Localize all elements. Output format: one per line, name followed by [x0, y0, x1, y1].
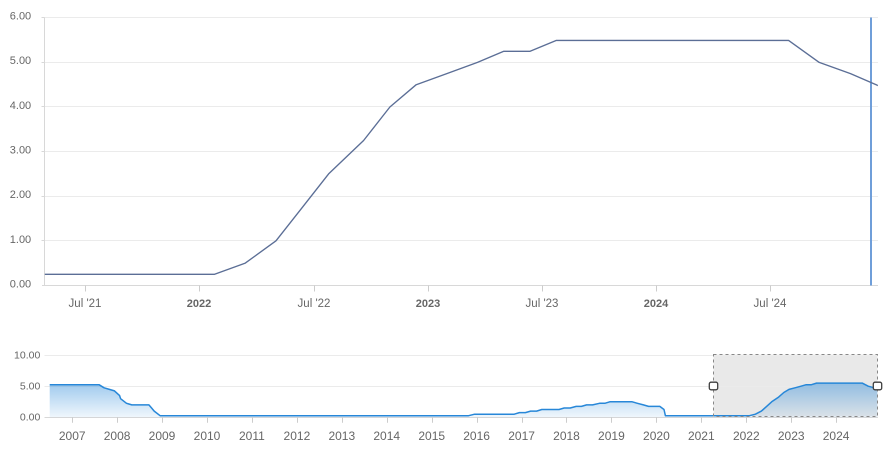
svg-text:5.00: 5.00 [20, 380, 41, 392]
svg-text:2017: 2017 [508, 429, 535, 443]
svg-text:0.00: 0.00 [10, 279, 31, 291]
svg-text:3.00: 3.00 [10, 145, 31, 157]
svg-text:4.00: 4.00 [10, 100, 31, 112]
svg-text:2021: 2021 [688, 429, 715, 443]
svg-text:5.00: 5.00 [10, 55, 31, 67]
svg-text:10.00: 10.00 [14, 349, 40, 361]
svg-text:2020: 2020 [643, 429, 670, 443]
svg-text:0.00: 0.00 [20, 412, 41, 424]
svg-text:2015: 2015 [418, 429, 445, 443]
svg-text:2023: 2023 [416, 298, 440, 310]
svg-text:2023: 2023 [778, 429, 805, 443]
svg-text:2016: 2016 [463, 429, 490, 443]
svg-text:Jul '22: Jul '22 [298, 298, 331, 310]
svg-text:2.00: 2.00 [10, 189, 31, 201]
svg-text:2022: 2022 [733, 429, 760, 443]
svg-text:2009: 2009 [149, 429, 176, 443]
svg-text:Jul '23: Jul '23 [526, 298, 559, 310]
svg-text:2014: 2014 [373, 429, 400, 443]
svg-text:2010: 2010 [194, 429, 221, 443]
svg-text:2024: 2024 [823, 429, 850, 443]
svg-text:2024: 2024 [644, 298, 669, 310]
svg-text:Jul '24: Jul '24 [754, 298, 787, 310]
svg-text:Jul '21: Jul '21 [69, 298, 102, 310]
svg-text:2022: 2022 [187, 298, 211, 310]
svg-text:2011: 2011 [239, 429, 265, 443]
svg-text:2008: 2008 [104, 429, 131, 443]
svg-text:1.00: 1.00 [10, 234, 31, 246]
svg-text:6.00: 6.00 [10, 11, 31, 23]
svg-text:2012: 2012 [284, 429, 311, 443]
svg-text:2013: 2013 [328, 429, 355, 443]
svg-text:2018: 2018 [553, 429, 580, 443]
svg-text:2019: 2019 [598, 429, 625, 443]
svg-text:2007: 2007 [59, 429, 86, 443]
